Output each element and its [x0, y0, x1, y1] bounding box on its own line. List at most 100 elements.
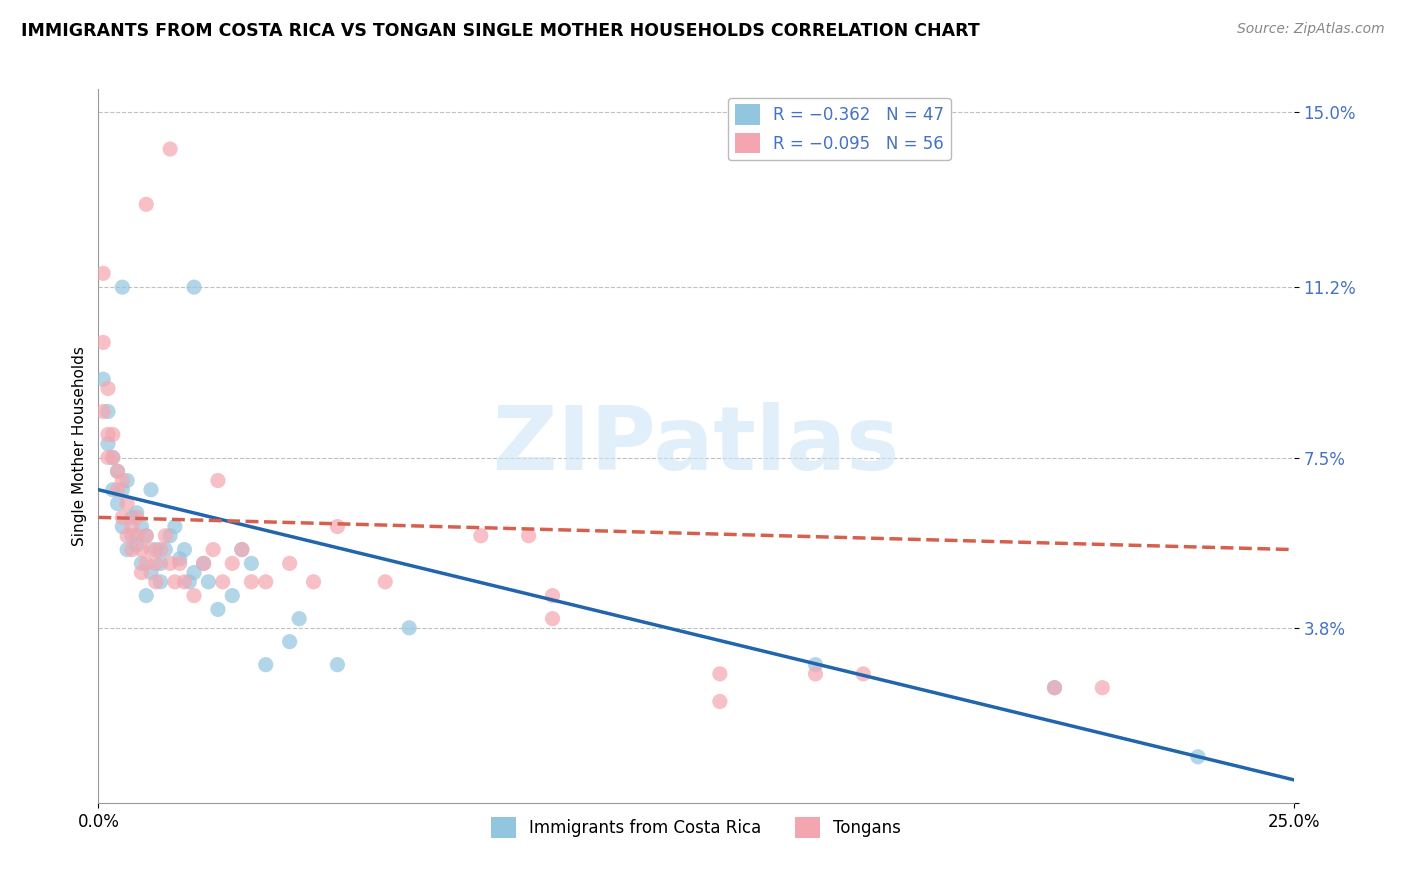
- Point: [326, 657, 349, 672]
- Point: [288, 612, 311, 626]
- Point: [111, 280, 134, 294]
- Point: [169, 557, 191, 571]
- Point: [97, 436, 120, 450]
- Point: [139, 483, 162, 497]
- Point: [240, 574, 263, 589]
- Point: [1043, 681, 1066, 695]
- Point: [135, 197, 157, 211]
- Point: [159, 142, 181, 156]
- Point: [179, 574, 201, 589]
- Point: [159, 557, 181, 571]
- Point: [97, 381, 120, 395]
- Point: [125, 510, 148, 524]
- Point: [541, 589, 564, 603]
- Point: [91, 404, 114, 418]
- Point: [197, 574, 219, 589]
- Point: [111, 519, 134, 533]
- Point: [97, 450, 120, 465]
- Point: [131, 566, 153, 580]
- Point: [111, 474, 134, 488]
- Point: [193, 557, 215, 571]
- Point: [155, 542, 177, 557]
- Point: [149, 557, 172, 571]
- Point: [193, 557, 215, 571]
- Point: [254, 574, 277, 589]
- Point: [541, 612, 564, 626]
- Point: [101, 483, 124, 497]
- Point: [278, 557, 301, 571]
- Point: [1043, 681, 1066, 695]
- Point: [183, 589, 205, 603]
- Point: [115, 497, 138, 511]
- Point: [115, 542, 138, 557]
- Point: [211, 574, 233, 589]
- Point: [121, 510, 143, 524]
- Point: [163, 519, 186, 533]
- Point: [101, 450, 124, 465]
- Point: [121, 542, 143, 557]
- Point: [149, 542, 172, 557]
- Point: [131, 542, 153, 557]
- Point: [125, 529, 148, 543]
- Point: [145, 542, 167, 557]
- Point: [101, 427, 124, 442]
- Point: [1091, 681, 1114, 695]
- Point: [139, 566, 162, 580]
- Point: [470, 529, 492, 543]
- Text: IMMIGRANTS FROM COSTA RICA VS TONGAN SINGLE MOTHER HOUSEHOLDS CORRELATION CHART: IMMIGRANTS FROM COSTA RICA VS TONGAN SIN…: [21, 22, 980, 40]
- Point: [517, 529, 540, 543]
- Point: [207, 474, 229, 488]
- Point: [240, 557, 263, 571]
- Point: [131, 519, 153, 533]
- Point: [101, 450, 124, 465]
- Point: [852, 666, 875, 681]
- Point: [97, 427, 120, 442]
- Point: [107, 464, 129, 478]
- Point: [97, 404, 120, 418]
- Point: [804, 666, 827, 681]
- Point: [121, 519, 143, 533]
- Point: [91, 372, 114, 386]
- Point: [107, 464, 129, 478]
- Point: [155, 529, 177, 543]
- Point: [91, 335, 114, 350]
- Point: [169, 551, 191, 566]
- Point: [326, 519, 349, 533]
- Point: [111, 510, 134, 524]
- Point: [278, 634, 301, 648]
- Point: [145, 574, 167, 589]
- Point: [107, 483, 129, 497]
- Point: [207, 602, 229, 616]
- Point: [135, 529, 157, 543]
- Y-axis label: Single Mother Households: Single Mother Households: [72, 346, 87, 546]
- Point: [115, 529, 138, 543]
- Point: [183, 566, 205, 580]
- Point: [139, 542, 162, 557]
- Point: [149, 574, 172, 589]
- Point: [398, 621, 420, 635]
- Point: [709, 694, 731, 708]
- Point: [135, 529, 157, 543]
- Point: [202, 542, 225, 557]
- Point: [183, 280, 205, 294]
- Point: [115, 474, 138, 488]
- Point: [91, 266, 114, 280]
- Point: [231, 542, 253, 557]
- Point: [125, 506, 148, 520]
- Point: [145, 557, 167, 571]
- Text: ZIPatlas: ZIPatlas: [494, 402, 898, 490]
- Point: [135, 557, 157, 571]
- Point: [111, 483, 134, 497]
- Point: [804, 657, 827, 672]
- Legend: Immigrants from Costa Rica, Tongans: Immigrants from Costa Rica, Tongans: [484, 811, 908, 845]
- Point: [709, 666, 731, 681]
- Point: [1187, 749, 1209, 764]
- Point: [302, 574, 325, 589]
- Point: [159, 529, 181, 543]
- Point: [231, 542, 253, 557]
- Point: [374, 574, 396, 589]
- Point: [107, 497, 129, 511]
- Point: [125, 538, 148, 552]
- Point: [254, 657, 277, 672]
- Point: [131, 557, 153, 571]
